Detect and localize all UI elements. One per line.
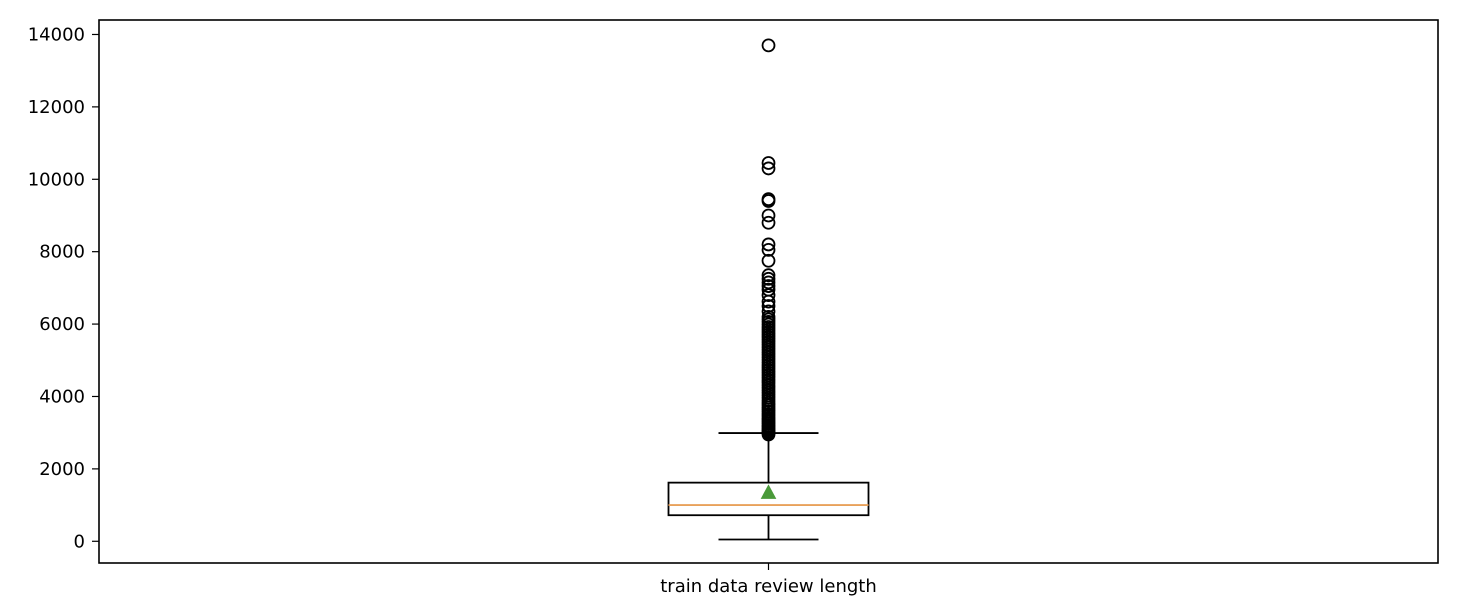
outlier-point (761, 237, 776, 252)
iqr-box (667, 481, 870, 517)
x-axis: train data review length (660, 563, 877, 597)
outlier-point (761, 268, 776, 283)
y-tick-label: 6000 (39, 314, 85, 335)
outlier-point (761, 208, 776, 223)
y-tick-label: 8000 (39, 242, 85, 263)
outlier-point (761, 215, 776, 230)
outlier-point (761, 299, 776, 313)
outlier-point (761, 282, 776, 297)
y-tick-label: 12000 (28, 97, 85, 118)
outlier-point (761, 304, 776, 319)
outlier-point (761, 38, 776, 53)
y-tick-label: 2000 (39, 459, 85, 480)
box-group (667, 432, 870, 541)
outlier-point (761, 242, 776, 257)
y-tick-label: 4000 (39, 386, 85, 407)
mean-marker (760, 484, 777, 499)
y-axis: 0 2000 4000 6000 8000 10000 12000 14000 (28, 24, 99, 552)
outlier-point (761, 279, 776, 293)
y-tick-label: 10000 (28, 169, 85, 190)
outlier-point (761, 156, 776, 170)
x-tick-label: train data review length (660, 576, 877, 597)
flier-group (761, 38, 776, 442)
y-tick-label: 14000 (28, 24, 85, 45)
outlier-point (761, 275, 776, 290)
outlier-point (761, 271, 776, 286)
outlier-point (761, 192, 776, 207)
outlier-point (761, 253, 776, 268)
outlier-point (761, 161, 776, 176)
outlier-point (761, 309, 776, 324)
y-tick-label: 0 (74, 531, 85, 552)
